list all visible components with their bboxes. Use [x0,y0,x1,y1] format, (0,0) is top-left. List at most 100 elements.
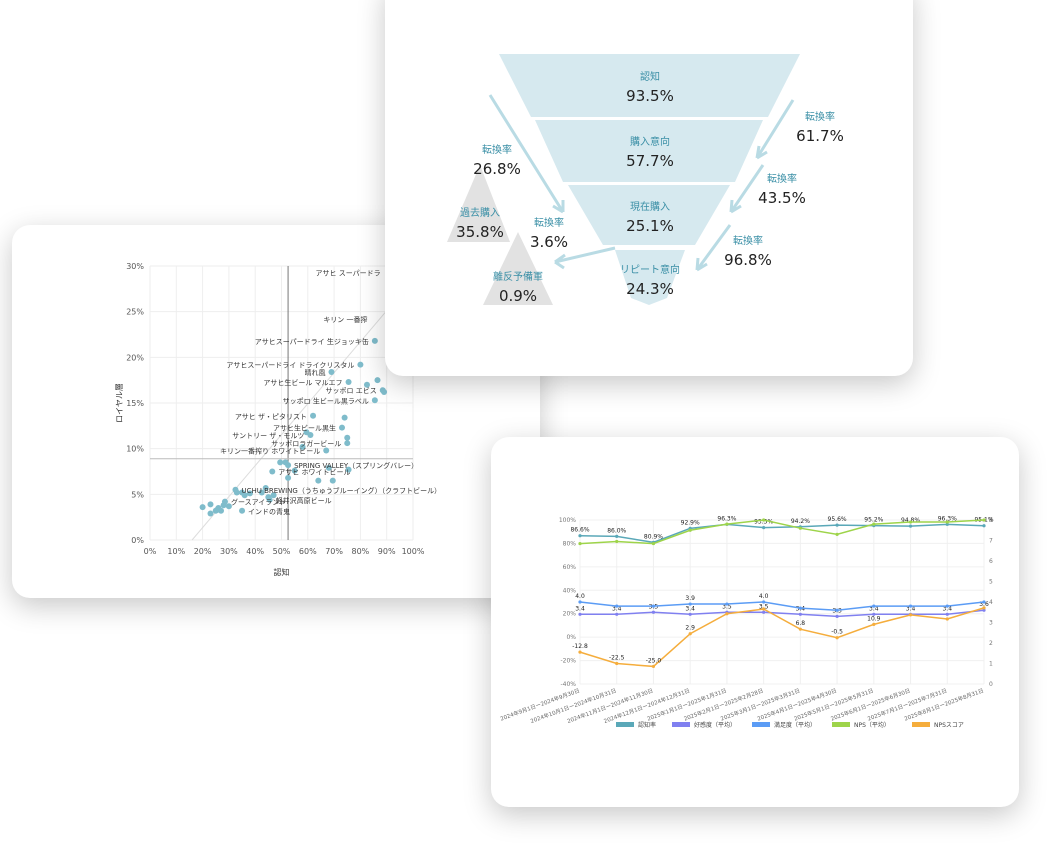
point-label: アサヒスーパードライ 生ジョッキ缶 [255,337,369,346]
series-point [762,610,766,614]
funnel-stage-2 [535,120,763,182]
series-point [578,612,582,616]
scatter-point [266,496,273,503]
series-point [578,541,582,546]
line-chart: 100%80%60%40%20%0%-20%-40%8765432102024年… [499,515,994,729]
scatter-point [218,507,225,514]
side-value: 35.8% [456,223,504,241]
series-point [835,608,839,612]
side-value: 0.9% [498,287,538,305]
series-point [908,520,913,524]
scatter-point [299,443,306,450]
series-point [835,614,839,618]
y2-tick-label: 3 [989,620,993,627]
side-churn [483,232,553,305]
point-label: キリン一番搾り ホワイトビール [220,446,320,455]
series-point [798,526,802,530]
series-line [579,519,985,545]
data-label: 10.9 [867,615,881,622]
point-label: キリン 一番搾 [323,315,367,324]
series-point [982,524,986,528]
series-point [982,608,986,612]
x-tick-label: 100% [402,547,425,556]
series-point [651,664,656,669]
series-point [615,534,619,538]
series-point [945,522,949,526]
y-tick-label: 20% [126,353,144,362]
y-tick-label: 40% [563,587,577,594]
data-label: 6.8 [796,620,806,627]
point-label: アサヒ生ビール マルエフ [263,378,342,387]
legend-label: 満足度（平均） [774,721,816,729]
series-point [651,604,656,608]
conversion-value: 26.8% [473,160,521,178]
y-tick-label: 80% [563,540,577,547]
data-label: 86.0% [607,527,626,534]
legend-swatch [752,722,770,727]
series-point [762,600,766,604]
series-point [578,534,582,538]
point-label: アサヒ スーパードラ [316,269,381,277]
scatter-point [323,447,330,454]
series-point [945,604,949,608]
y-tick-label: 100% [559,517,576,524]
y2-tick-label: 7 [989,538,993,545]
series-point [835,532,839,536]
legend-swatch [672,722,690,727]
conversion-label: 転換率 [805,112,835,123]
data-label: 3.9 [685,595,695,602]
y-tick-label: 5% [131,490,144,499]
x-tick-label: 70% [325,547,343,556]
funnel-stage-1 [499,54,800,117]
point-label: アサヒ生ビール黒生 [273,424,336,433]
stage-label: リピート意向 [620,265,680,276]
legend-swatch [616,722,634,727]
y-tick-label: 30% [126,262,144,271]
scatter-point [381,389,388,396]
series-point [615,539,619,544]
point-label: インドの青鬼 [248,507,290,516]
series-point [688,632,692,636]
series-point [578,600,582,604]
series-point [872,604,876,608]
scatter-point [207,501,214,508]
scatter-point [246,490,253,497]
data-label: 4.0 [759,593,769,600]
series-line [579,607,985,668]
scatter-point [220,502,227,509]
scatter-point [344,434,351,441]
scatter-point [262,484,269,491]
stage-value: 57.7% [626,152,674,170]
y-tick-label: -20% [560,658,576,665]
data-label: 3.4 [685,605,695,612]
data-label: 96.3% [938,515,957,522]
data-label: 92.9% [681,519,700,526]
conversion-label: 転換率 [767,174,797,185]
scatter-point [371,397,378,404]
series-point [798,627,802,631]
funnel-shapes [447,54,800,305]
x-tick-label: 80% [352,547,370,556]
data-label: 3.4 [942,605,952,612]
y2-tick-label: 6 [989,558,993,565]
y-axis-label: ロイヤル層 [115,383,124,423]
stage-label: 認知 [640,72,660,83]
legend-label: NPSスコア [934,722,964,729]
scatter-point [207,510,214,517]
series-point [872,622,876,626]
side-past [447,165,510,242]
series-point [762,518,766,522]
scatter-point [212,507,219,514]
data-label: 95.2% [864,517,883,524]
stage-label: 現在購入 [630,202,670,213]
y-tick-label: 0% [566,634,576,641]
series-point [762,526,766,530]
series-line [580,609,985,618]
x-tick-label: 30% [220,547,238,556]
conversion-value: 96.8% [724,251,772,269]
data-label: 3.5 [722,603,732,610]
series-point [725,602,729,606]
scatter-point [291,467,298,474]
data-label: -25.0 [646,657,662,664]
point-label: UCHU BREWING（うちゅうブルーイング）（クラフトビール） [241,486,441,495]
